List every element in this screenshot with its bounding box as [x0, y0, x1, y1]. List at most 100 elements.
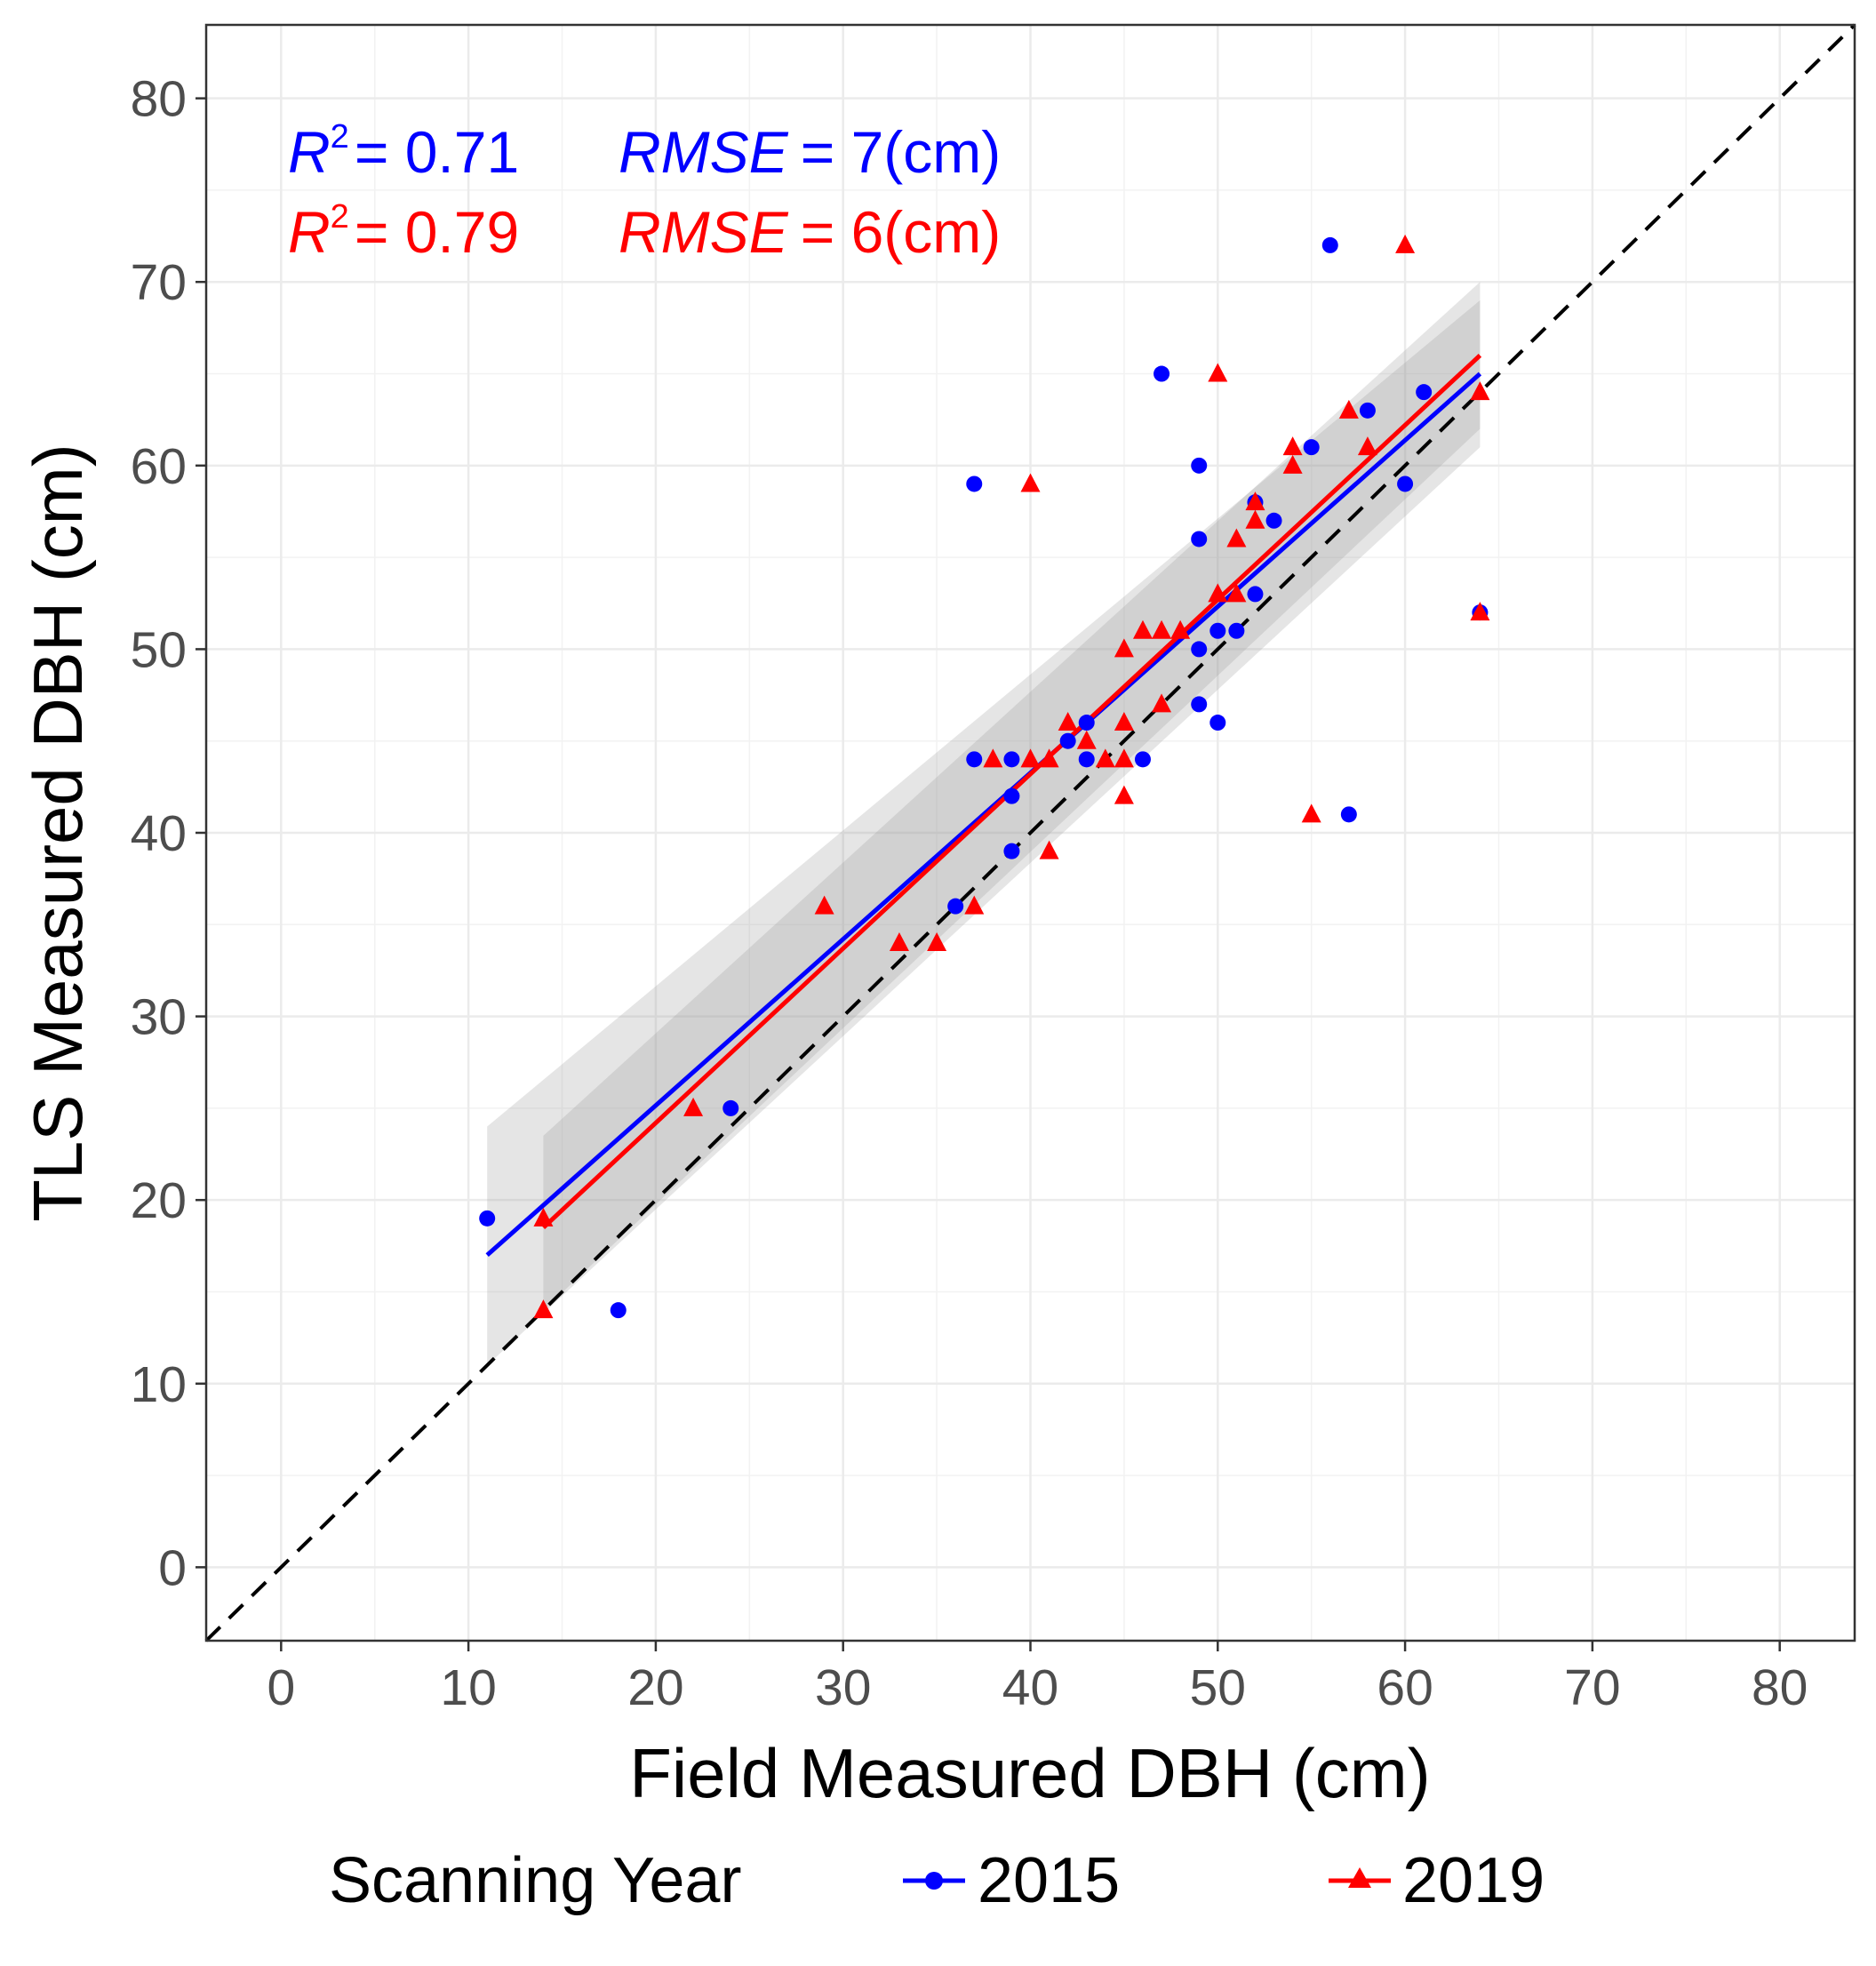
point-2015 [1228, 622, 1245, 639]
r2-value-2019: = 0.79 [355, 199, 519, 265]
point-2015 [1247, 586, 1264, 603]
point-2015 [1397, 476, 1414, 492]
point-2015 [1078, 715, 1095, 731]
point-2019 [1020, 473, 1041, 492]
point-2019 [1039, 748, 1059, 768]
x-tick-label: 80 [1752, 1659, 1808, 1716]
point-2019 [683, 1097, 704, 1116]
point-2019 [1395, 234, 1416, 253]
point-2019 [1039, 840, 1059, 859]
point-2019 [1245, 509, 1265, 529]
point-2019 [1152, 693, 1172, 713]
point-2019 [1152, 619, 1172, 639]
point-2019 [1208, 363, 1228, 382]
point-2015 [1340, 806, 1357, 823]
point-2015 [1209, 622, 1226, 639]
point-2019 [983, 748, 1003, 768]
x-axis-title: Field Measured DBH (cm) [629, 1734, 1431, 1812]
point-2015 [1416, 384, 1433, 401]
point-2019 [1114, 748, 1134, 768]
point-2015 [1265, 512, 1282, 529]
x-tick-label: 50 [1190, 1659, 1246, 1716]
r2-symbol-2019: R [288, 199, 331, 265]
point-2015 [1359, 402, 1376, 419]
x-tick-label: 20 [627, 1659, 683, 1716]
y-tick-label: 20 [131, 1172, 187, 1229]
y-tick-label: 0 [158, 1539, 187, 1596]
point-2015 [1191, 641, 1208, 658]
point-2015 [966, 751, 983, 768]
point-2019 [1058, 712, 1078, 731]
point-2019 [1357, 436, 1377, 456]
point-2019 [1245, 492, 1265, 511]
legend-key-marker-2019 [1348, 1867, 1371, 1888]
point-2019 [1282, 436, 1303, 456]
point-2015 [1209, 715, 1226, 731]
y-tick-label: 40 [131, 805, 187, 862]
reference-line [204, 23, 1856, 1642]
point-2015 [610, 1302, 627, 1319]
point-2015 [947, 898, 964, 915]
rmse-2015: RMSE = 7(cm) [619, 119, 1001, 185]
fit-line-2015 [485, 372, 1482, 1258]
point-2015 [1003, 787, 1020, 804]
one-to-one-line [204, 23, 1856, 1642]
point-2019 [533, 1299, 554, 1319]
legend-label-2015: 2015 [978, 1845, 1120, 1916]
y-tick-label: 70 [131, 254, 187, 311]
point-2019 [927, 931, 947, 951]
rmse-2019: RMSE = 6(cm) [619, 199, 1001, 265]
point-2015 [1191, 531, 1208, 547]
point-2015 [966, 476, 983, 492]
point-2019 [1114, 638, 1134, 658]
point-2015 [1059, 732, 1076, 749]
x-tick-label: 60 [1377, 1659, 1433, 1716]
x-tick-label: 30 [815, 1659, 871, 1716]
x-tick-label: 70 [1564, 1659, 1620, 1716]
point-2015 [722, 1099, 739, 1116]
confidence-band-2015 [487, 300, 1481, 1366]
r2-exp-2015: 2 [331, 118, 349, 156]
y-tick-label: 60 [131, 438, 187, 495]
rmse-symbol-2015: RMSE [619, 119, 789, 185]
data-points [479, 234, 1490, 1319]
point-2015 [1003, 843, 1020, 859]
legend-label-2019: 2019 [1402, 1845, 1545, 1916]
y-tick-label: 30 [131, 989, 187, 1046]
point-2019 [1114, 785, 1134, 804]
grid-major [206, 25, 1855, 1641]
point-2019 [1114, 712, 1134, 731]
legend: Scanning Year 2015 2019 [329, 1845, 1545, 1916]
x-axis-ticks: 0 10 20 30 40 50 60 70 80 [267, 1641, 1808, 1716]
point-2019 [1208, 583, 1228, 603]
r2-exp-2019: 2 [331, 198, 349, 236]
point-2019 [533, 1207, 554, 1227]
point-2015 [1134, 751, 1151, 768]
point-2019 [1226, 528, 1247, 547]
point-2019 [1020, 748, 1041, 768]
y-tick-label: 80 [131, 71, 187, 128]
point-2015 [1154, 365, 1170, 382]
point-2019 [1282, 454, 1303, 474]
point-2019 [1132, 619, 1153, 639]
y-axis-title: TLS Measured DBH (cm) [19, 444, 97, 1222]
y-tick-label: 10 [131, 1356, 187, 1413]
stats-annotations: R2= 0.71 RMSE = 7(cm) R2= 0.79 RMSE = 6(cm… [288, 118, 1001, 265]
point-2019 [964, 895, 985, 915]
r2-value-2015: = 0.71 [355, 119, 519, 185]
point-2015 [479, 1210, 496, 1227]
x-tick-label: 0 [267, 1659, 295, 1716]
y-tick-label: 50 [131, 621, 187, 678]
rmse-value-2019: = 6(cm) [801, 199, 1002, 265]
point-2015 [1191, 457, 1208, 474]
point-2019 [1095, 748, 1115, 768]
point-2019 [889, 931, 909, 951]
rmse-symbol-2019: RMSE [619, 199, 789, 265]
point-2015 [1003, 751, 1020, 768]
x-tick-label: 40 [1002, 1659, 1058, 1716]
point-2019 [1338, 399, 1359, 419]
point-2019 [1170, 619, 1191, 639]
point-2019 [1470, 381, 1490, 401]
annotation-2019: R2= 0.79 [288, 198, 519, 265]
